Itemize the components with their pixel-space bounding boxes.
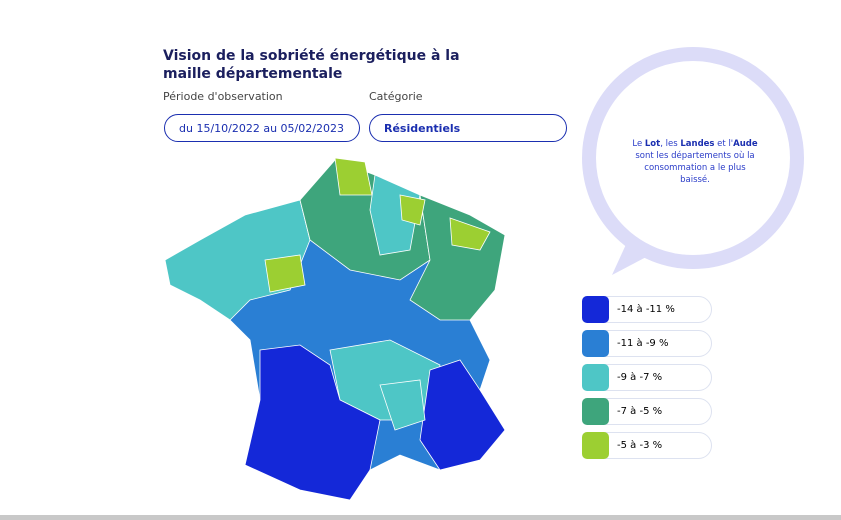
bubble-part: Lot bbox=[644, 139, 661, 149]
bubble-part: Aude bbox=[733, 139, 758, 149]
region bbox=[409, 194, 506, 321]
legend-item: -14 à -11 % bbox=[582, 296, 712, 323]
legend-label: -5 à -3 % bbox=[617, 440, 663, 451]
bubble-text: Le Lot, les Landes et l'Aude sont les dé… bbox=[630, 138, 760, 186]
filter-label: Période d'observation bbox=[163, 90, 283, 103]
period-select[interactable]: du 15/10/2022 au 05/02/2023 bbox=[164, 114, 360, 142]
footer-bar bbox=[0, 515, 841, 520]
region bbox=[379, 379, 426, 431]
legend-label: -7 à -5 % bbox=[617, 406, 663, 417]
legend-item: -7 à -5 % bbox=[582, 398, 712, 425]
region bbox=[369, 174, 421, 256]
legend-swatch bbox=[582, 432, 609, 459]
legend-item: -11 à -9 % bbox=[582, 330, 712, 357]
filter-label: Catégorie bbox=[369, 90, 423, 103]
legend-swatch bbox=[582, 330, 609, 357]
category-select[interactable]: Résidentiels bbox=[369, 114, 567, 142]
bubble-part: sont les départements où la consommation… bbox=[635, 151, 755, 185]
bubble-circle bbox=[582, 47, 804, 269]
region bbox=[419, 359, 506, 471]
region bbox=[449, 217, 491, 251]
bubble-part: , les bbox=[660, 139, 681, 149]
region bbox=[399, 194, 426, 226]
france-map bbox=[164, 157, 506, 501]
legend-label: -11 à -9 % bbox=[617, 338, 669, 349]
legend-swatch bbox=[582, 296, 609, 323]
region bbox=[334, 157, 373, 196]
bubble-part: Le bbox=[632, 139, 645, 149]
bubble-part: et l' bbox=[714, 139, 734, 149]
title: Vision de la sobriété énergétique à la m… bbox=[163, 48, 460, 82]
legend-item: -5 à -3 % bbox=[582, 432, 712, 459]
legend-swatch bbox=[582, 398, 609, 425]
legend-label: -14 à -11 % bbox=[617, 304, 675, 315]
legend-swatch bbox=[582, 364, 609, 391]
region bbox=[264, 254, 306, 293]
region bbox=[244, 344, 381, 501]
bubble-part: Landes bbox=[680, 139, 715, 149]
legend-item: -9 à -7 % bbox=[582, 364, 712, 391]
legend-label: -9 à -7 % bbox=[617, 372, 663, 383]
